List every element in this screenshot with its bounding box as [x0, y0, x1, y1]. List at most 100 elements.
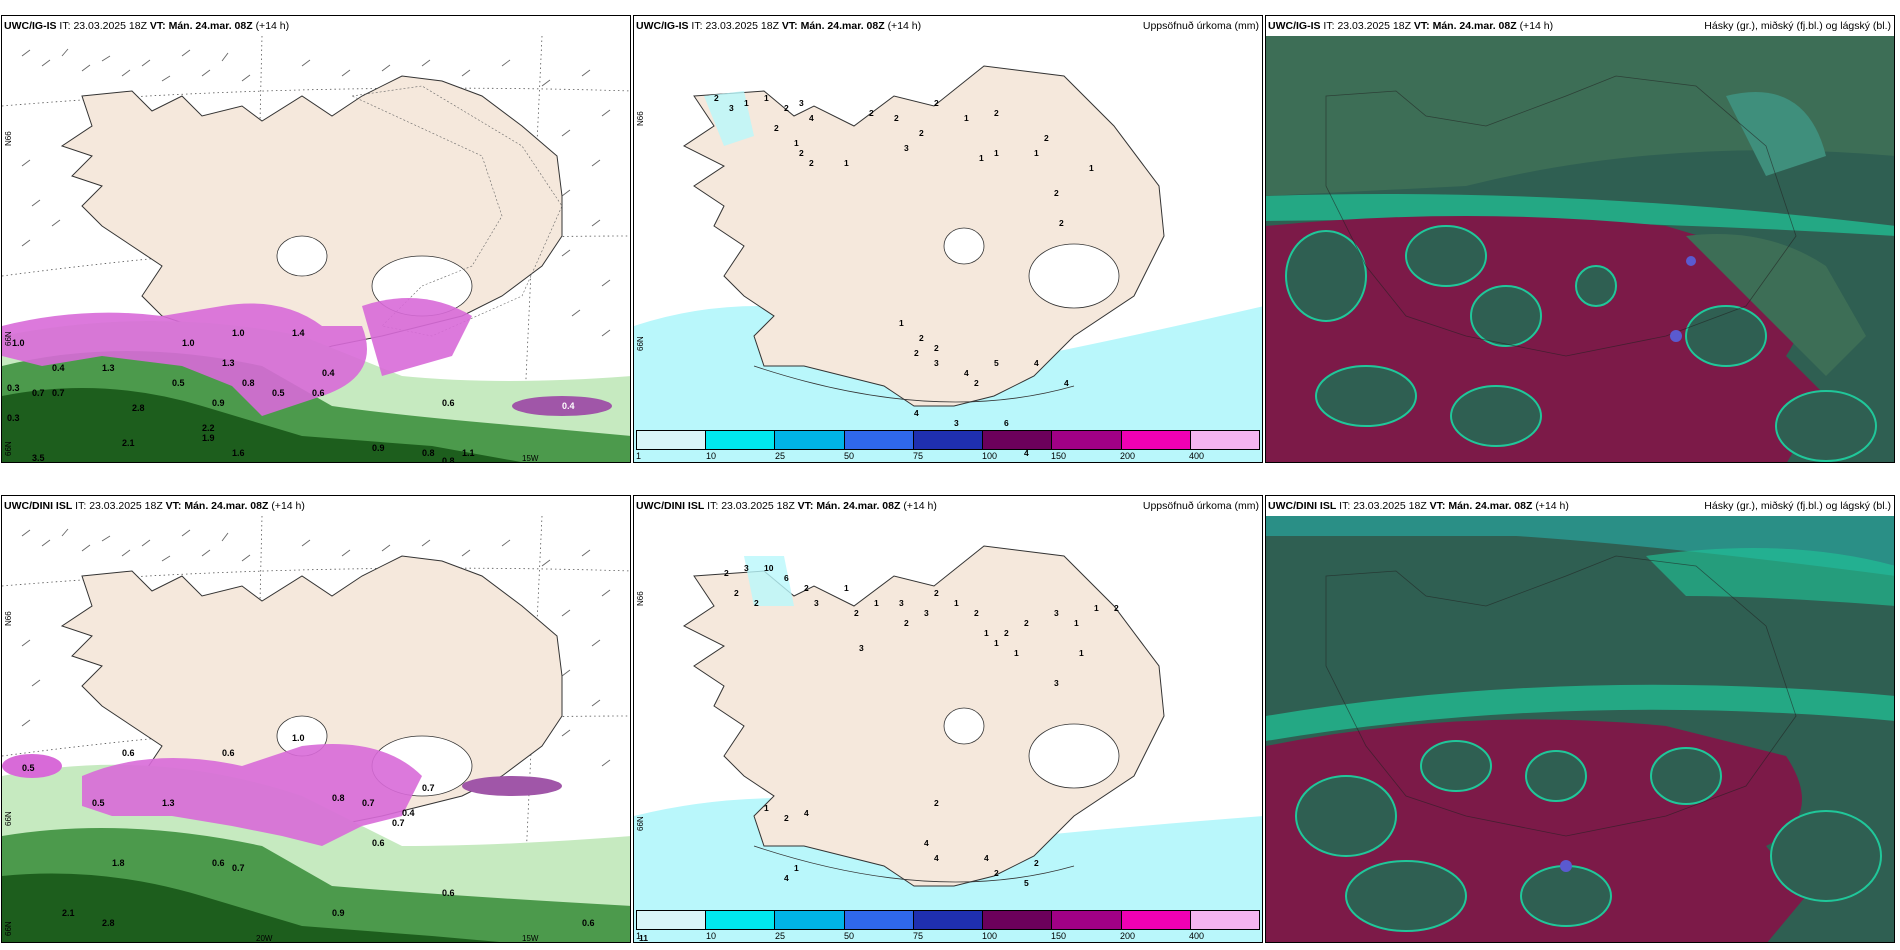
svg-text:0.4: 0.4	[562, 401, 575, 411]
svg-text:0.5: 0.5	[272, 388, 285, 398]
legend-colorbar	[636, 910, 1260, 930]
precip-value-label: 11	[639, 933, 648, 943]
it-label: IT:	[691, 20, 703, 32]
precip-value-label: 3	[1054, 608, 1059, 618]
map-title: Uppsöfnuð úrkoma (mm)	[1142, 500, 1259, 512]
svg-text:0.6: 0.6	[222, 748, 235, 758]
it-value: 23.03.2025 18Z	[73, 20, 147, 32]
legend-tick: 50	[844, 451, 855, 461]
precip-value-label: 2	[799, 148, 804, 158]
precip-value-label: 2	[724, 568, 729, 578]
svg-text:1.9: 1.9	[202, 433, 215, 443]
lead-time: (+14 h)	[271, 500, 305, 512]
precip-value-label: 2	[919, 333, 924, 343]
svg-text:0.5: 0.5	[172, 378, 185, 388]
precip-value-label: 1	[844, 583, 849, 593]
precip-value-label: 5	[1024, 878, 1029, 888]
precip-value-label: 3	[924, 608, 929, 618]
svg-text:1.3: 1.3	[162, 798, 175, 808]
svg-text:1.6: 1.6	[232, 448, 245, 458]
lead-time: (+14 h)	[255, 20, 290, 32]
precip-value-label: 1	[1094, 603, 1099, 613]
precip-value-label: 4	[784, 873, 789, 883]
lat-label: 66N	[4, 811, 13, 826]
svg-text:1.8: 1.8	[112, 858, 125, 868]
panel-top-mid-accum-precip: UWC/IG-IS IT: 23.03.2025 18Z VT: Mán. 24…	[633, 15, 1263, 463]
precip-value-label: 2	[974, 608, 979, 618]
svg-text:2.8: 2.8	[102, 918, 115, 928]
model-name: UWC/IG-IS	[1268, 20, 1321, 32]
vt-value: Mán. 24.mar. 08Z	[1448, 500, 1533, 512]
it-value: 23.03.2025 18Z	[705, 20, 779, 32]
precip-value-label: 1	[899, 318, 904, 328]
precip-value-label: 2	[754, 598, 759, 608]
cloud-cover-map	[1266, 36, 1894, 462]
legend-tick: 10	[706, 931, 717, 941]
precip-value-label: 4	[964, 368, 969, 378]
svg-text:0.7: 0.7	[422, 783, 435, 793]
panel-header: UWC/IG-IS IT: 23.03.2025 18Z VT: Mán. 24…	[1266, 16, 1894, 36]
panel-bottom-mid-accum-precip: UWC/DINI ISL IT: 23.03.2025 18Z VT: Mán.…	[633, 495, 1263, 943]
cloud-cover-map	[1266, 516, 1894, 942]
precip-value-label: 1	[764, 803, 769, 813]
svg-text:3.5: 3.5	[32, 453, 45, 463]
svg-text:0.6: 0.6	[442, 398, 455, 408]
it-value: 23.03.2025 18Z	[1353, 500, 1427, 512]
lead-time: (+14 h)	[887, 20, 922, 32]
svg-text:0.6: 0.6	[212, 858, 225, 868]
panel-header: UWC/DINI ISL IT: 23.03.2025 18Z VT: Mán.…	[1266, 496, 1894, 516]
map-title: Uppsöfnuð úrkoma (mm)	[1142, 20, 1259, 32]
legend-ticks: 1 10 25 50 75 100 150 200 400	[636, 450, 1260, 462]
legend-tick: 1	[636, 931, 642, 941]
precip-value-label: 2	[804, 583, 809, 593]
wind-precip-map: 1.00.4 1.3 0.3 0.7 0.7 0.51.01.4 0.80.51.3 …	[2, 36, 630, 463]
precip-value-label: 2	[934, 588, 939, 598]
svg-text:0.5: 0.5	[22, 763, 35, 773]
svg-text:0.9: 0.9	[372, 443, 385, 453]
precip-value-label: 4	[984, 853, 989, 863]
vt-value: Mán. 24.mar. 08Z	[168, 20, 253, 32]
svg-text:0.3: 0.3	[7, 383, 20, 393]
panel-top-right-clouds: UWC/IG-IS IT: 23.03.2025 18Z VT: Mán. 24…	[1265, 15, 1895, 463]
legend-tick: 200	[1120, 451, 1136, 461]
precip-value-label: 2	[1114, 603, 1119, 613]
precip-value-label: 4	[809, 113, 814, 123]
precip-value-label: 2	[934, 798, 939, 808]
svg-text:0.7: 0.7	[232, 863, 245, 873]
precip-legend: 1 10 25 50 75 100 150 200 400	[636, 430, 1260, 462]
vt-value: Mán. 24.mar. 08Z	[800, 20, 885, 32]
precip-value-label: 2	[934, 98, 939, 108]
precip-value-label: 3	[1054, 678, 1059, 688]
precip-value-label: 2	[869, 108, 874, 118]
svg-text:0.7: 0.7	[32, 388, 45, 398]
svg-text:0.6: 0.6	[372, 838, 385, 848]
precip-value-label: 1	[979, 153, 984, 163]
precip-value-label: 2	[809, 158, 814, 168]
svg-text:0.6: 0.6	[122, 748, 135, 758]
lead-time: (+14 h)	[903, 500, 937, 512]
svg-text:0.8: 0.8	[422, 448, 435, 458]
vt-label: VT:	[165, 500, 182, 512]
legend-ticks: 1 10 25 50 75 100 150 200 400	[636, 930, 1260, 942]
legend-tick: 100	[982, 931, 998, 941]
precip-value-label: 1	[1074, 618, 1079, 628]
precip-value-label: 1	[1014, 648, 1019, 658]
precip-value-label: 2	[1054, 188, 1059, 198]
precip-value-label: 1	[794, 138, 799, 148]
precip-value-label: 4	[1034, 358, 1039, 368]
accum-precip-map: 2311234212212223212121112212224325446333…	[634, 36, 1262, 462]
model-name: UWC/DINI ISL	[4, 500, 73, 512]
precip-value-label: 4	[1024, 448, 1029, 458]
it-value: 23.03.2025 18Z	[721, 500, 795, 512]
it-label: IT:	[707, 500, 719, 512]
lat-label: N66	[636, 111, 645, 126]
precip-value-label: 10	[764, 563, 774, 573]
precip-value-label: 4	[804, 808, 809, 818]
lat-label: 66N	[4, 921, 13, 936]
legend-tick: 100	[982, 451, 998, 461]
precip-value-label: 3	[904, 143, 909, 153]
panel-bottom-right-clouds: UWC/DINI ISL IT: 23.03.2025 18Z VT: Mán.…	[1265, 495, 1895, 943]
svg-text:1.0: 1.0	[12, 338, 25, 348]
it-label: IT:	[1323, 20, 1335, 32]
